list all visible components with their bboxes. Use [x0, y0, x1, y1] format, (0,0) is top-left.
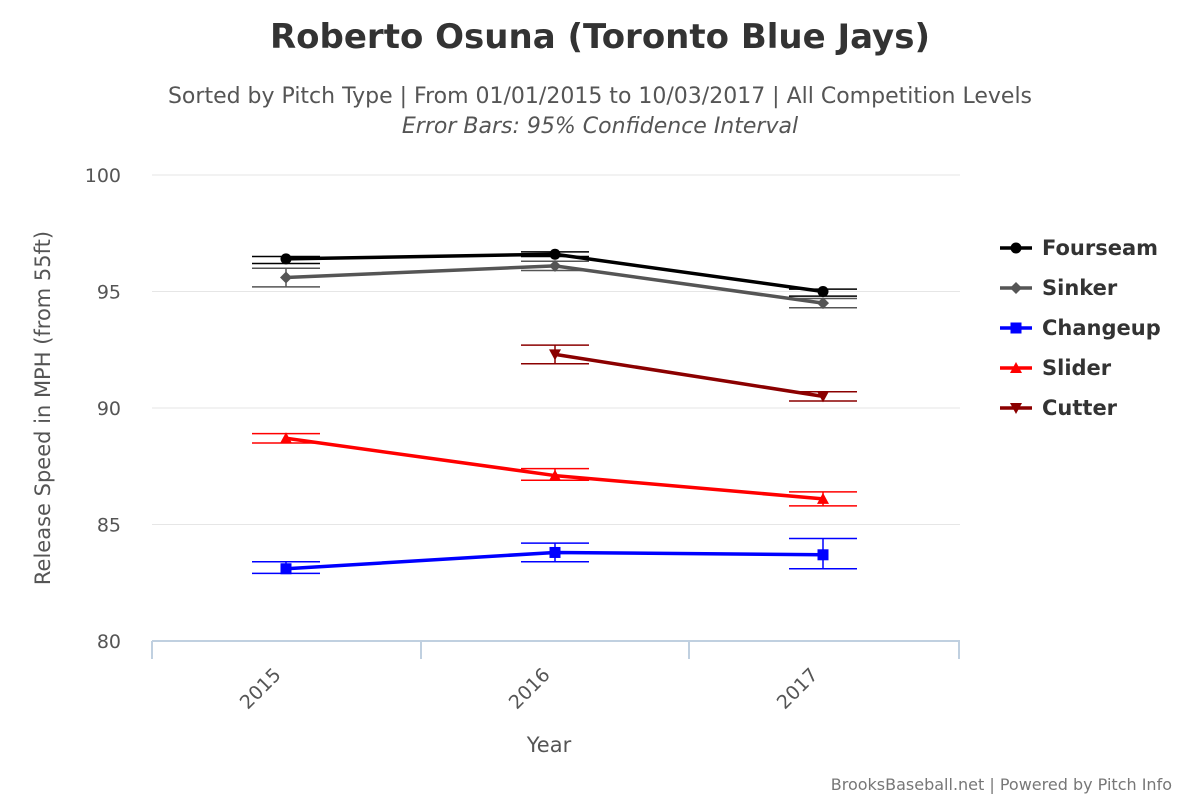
data-point	[817, 492, 829, 504]
data-point	[549, 546, 561, 558]
series-fourseam	[252, 248, 857, 297]
legend-marker	[1010, 322, 1022, 334]
legend-item-slider: Slider	[1000, 356, 1112, 380]
data-point	[280, 432, 292, 444]
plot-area	[252, 248, 857, 575]
y-axis-ticks: 80 85 90 95 100	[85, 165, 121, 653]
grid	[152, 174, 960, 525]
data-point	[280, 253, 292, 265]
x-tick-label: 2017	[773, 664, 823, 714]
series-cutter	[521, 344, 857, 403]
legend-marker	[1010, 242, 1022, 254]
data-point	[549, 259, 561, 272]
legend-marker	[1010, 362, 1022, 373]
series-slider	[252, 432, 857, 507]
data-point	[549, 469, 561, 481]
y-tick-label: 80	[97, 631, 121, 653]
series-line	[285, 264, 824, 305]
legend-label: Cutter	[1042, 396, 1118, 420]
legend-marker	[1010, 282, 1022, 294]
data-point	[549, 349, 561, 361]
data-point	[817, 286, 829, 297]
legend-item-cutter: Cutter	[1000, 396, 1118, 420]
chart-title: Roberto Osuna (Toronto Blue Jays)	[270, 17, 930, 57]
legend-marker	[1010, 403, 1022, 414]
legend-label: Fourseam	[1042, 236, 1158, 260]
series-sinker	[252, 259, 857, 310]
series-line	[554, 352, 824, 399]
x-axis-title: Year	[526, 733, 572, 757]
data-point	[817, 549, 829, 561]
data-point	[817, 297, 829, 310]
series-changeup	[252, 537, 857, 575]
chart-subtitle-error-bars: Error Bars: 95% Confidence Interval	[402, 114, 798, 139]
data-point	[280, 271, 292, 284]
y-axis-title: Release Speed in MPH (from 55ft)	[31, 231, 55, 585]
legend-label: Sinker	[1042, 276, 1118, 300]
y-tick-label: 95	[97, 282, 121, 304]
data-point	[280, 563, 292, 575]
y-tick-label: 90	[97, 398, 121, 420]
y-tick-label: 85	[97, 515, 121, 537]
chart-subtitle: Sorted by Pitch Type | From 01/01/2015 t…	[168, 84, 1032, 109]
credit-text: BrooksBaseball.net | Powered by Pitch In…	[831, 775, 1172, 794]
legend-item-sinker: Sinker	[1000, 276, 1118, 300]
data-point	[817, 391, 829, 403]
x-tick-label: 2015	[236, 664, 286, 714]
legend: Fourseam Sinker Changeup Slider Cutter	[1000, 236, 1161, 420]
legend-label: Changeup	[1042, 316, 1161, 340]
legend-label: Slider	[1042, 356, 1112, 380]
legend-item-fourseam: Fourseam	[1000, 236, 1158, 260]
legend-item-changeup: Changeup	[1000, 316, 1161, 340]
y-tick-label: 100	[85, 165, 121, 187]
x-axis: 2015 2016 2017	[151, 640, 960, 714]
data-point	[549, 248, 561, 260]
x-tick-label: 2016	[505, 664, 555, 714]
